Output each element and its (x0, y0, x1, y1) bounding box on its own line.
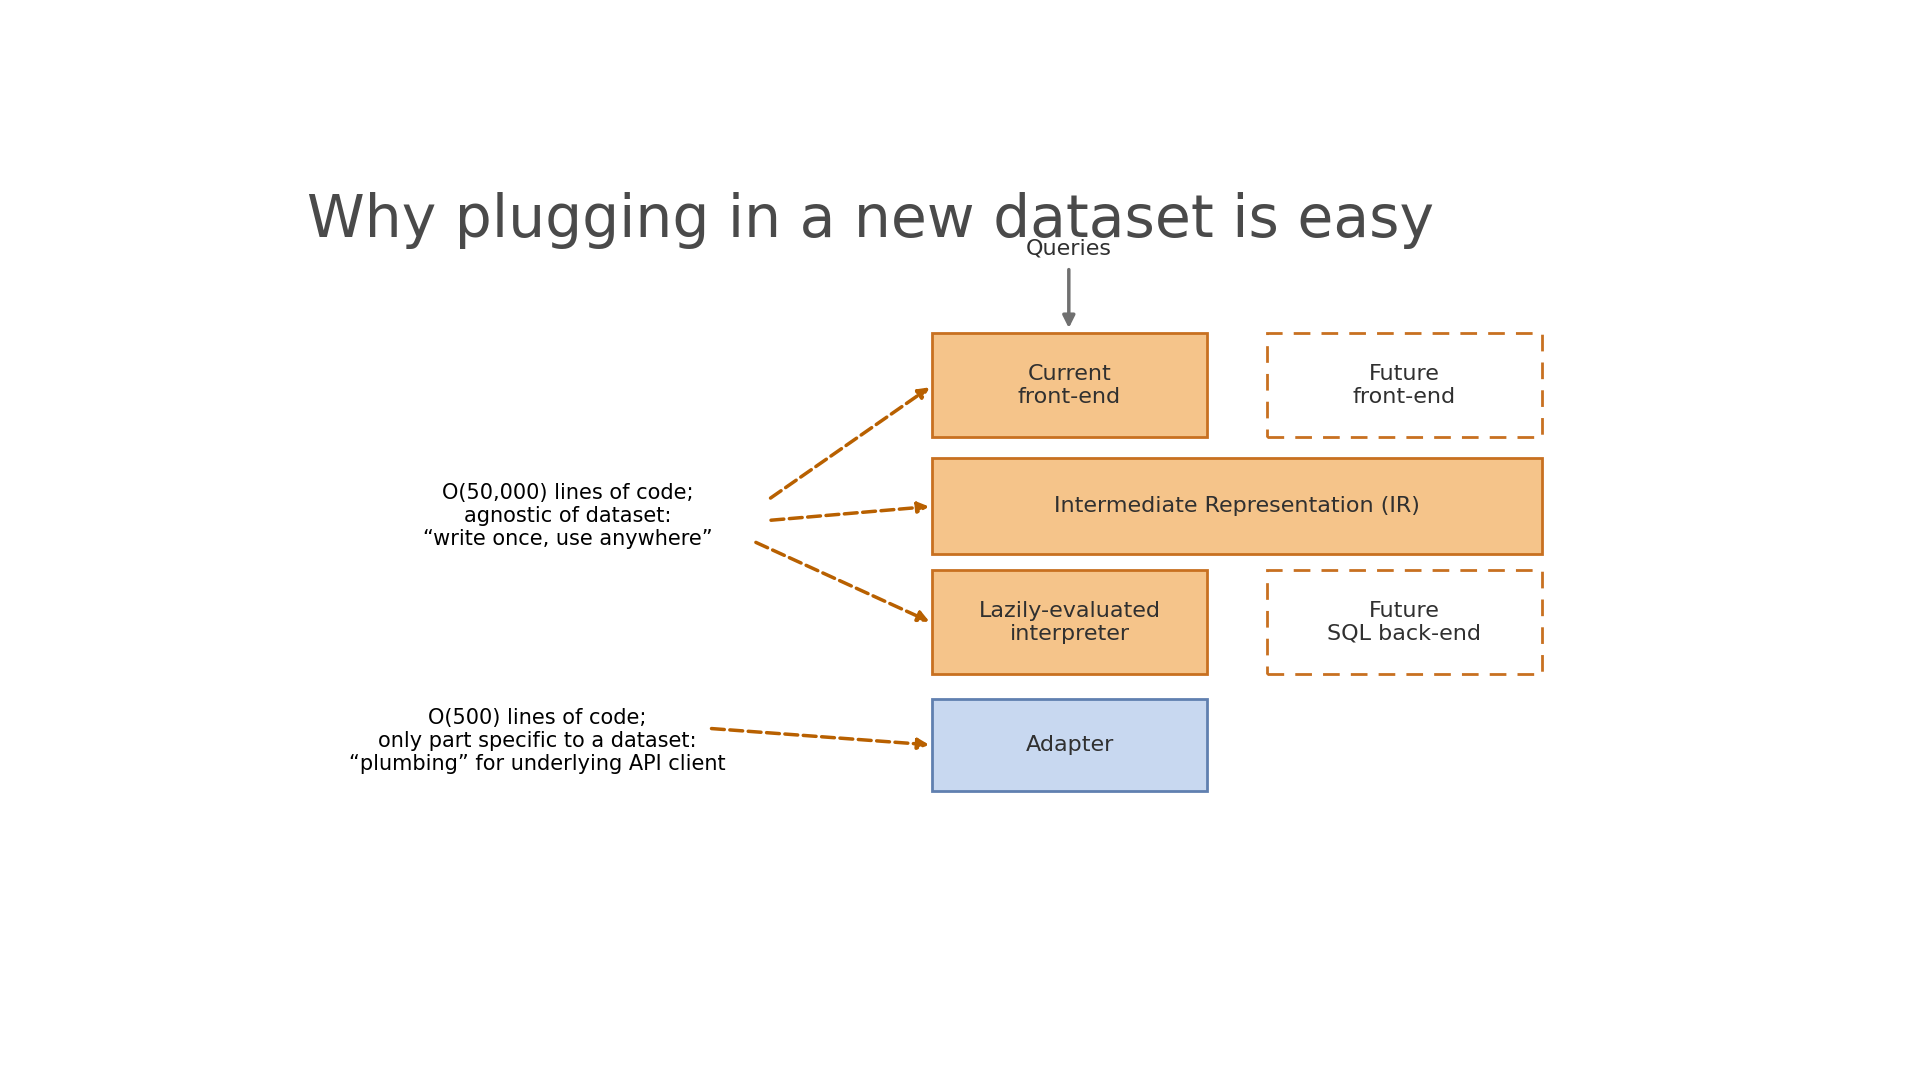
FancyBboxPatch shape (931, 334, 1208, 437)
Text: Current
front-end: Current front-end (1018, 364, 1121, 407)
FancyBboxPatch shape (1267, 334, 1542, 437)
FancyBboxPatch shape (931, 458, 1542, 554)
FancyBboxPatch shape (931, 699, 1208, 791)
Text: Queries: Queries (1025, 239, 1112, 258)
Text: Lazily-evaluated
interpreter: Lazily-evaluated interpreter (979, 600, 1160, 644)
Text: Why plugging in a new dataset is easy: Why plugging in a new dataset is easy (307, 192, 1434, 249)
FancyBboxPatch shape (931, 570, 1208, 674)
Text: Future
SQL back-end: Future SQL back-end (1327, 600, 1482, 644)
FancyBboxPatch shape (1267, 570, 1542, 674)
Text: O(50,000) lines of code;
agnostic of dataset:
“write once, use anywhere”: O(50,000) lines of code; agnostic of dat… (422, 483, 712, 550)
Text: Intermediate Representation (IR): Intermediate Representation (IR) (1054, 496, 1421, 516)
Text: Future
front-end: Future front-end (1354, 364, 1455, 407)
Text: O(500) lines of code;
only part specific to a dataset:
“plumbing” for underlying: O(500) lines of code; only part specific… (349, 707, 726, 774)
Text: Adapter: Adapter (1025, 735, 1114, 755)
